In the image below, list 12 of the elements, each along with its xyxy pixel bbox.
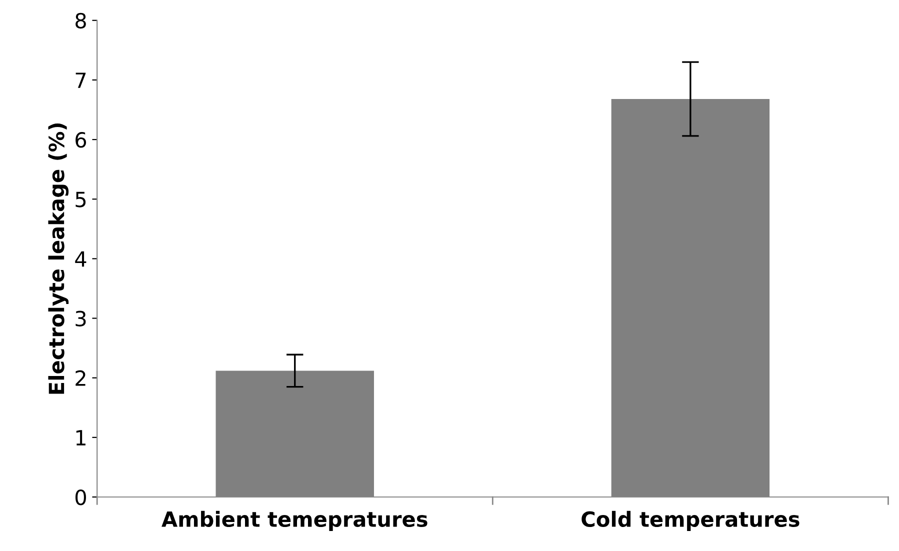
y-tick-label: 1 [76, 430, 86, 446]
y-tick-label: 4 [75, 251, 86, 267]
y-tick-label: 2 [76, 370, 86, 386]
y-tick-label: 7 [76, 72, 86, 88]
y-tick-label: 5 [76, 192, 86, 208]
y-tick-label: 6 [76, 132, 86, 148]
x-tick-label: Ambient temepratures [162, 510, 428, 532]
y-axis-title: Electrolyte leakage (%) [48, 124, 69, 394]
y-tick-label: 8 [76, 12, 86, 29]
x-tick-label: Cold temperatures [582, 510, 800, 532]
y-tick-label: 3 [76, 310, 86, 326]
y-tick-label: 0 [75, 489, 86, 506]
